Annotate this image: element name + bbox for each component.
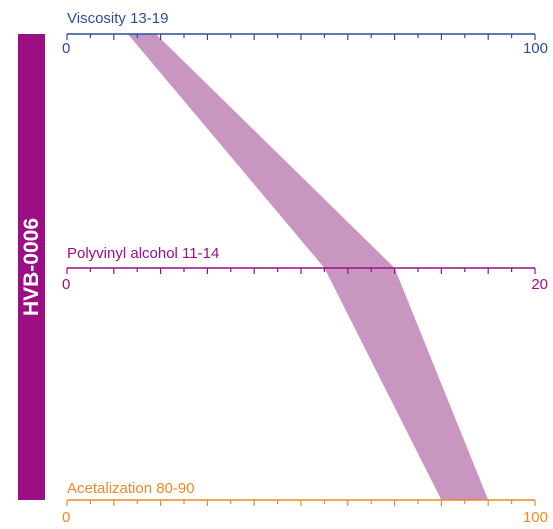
- product-bar: HVB-0006: [18, 34, 45, 500]
- acetalization-axis-max-label: 100: [523, 509, 548, 526]
- polyvinyl-alcohol-axis-min-label: 0: [62, 276, 70, 293]
- polyvinyl-alcohol-axis-title: Polyvinyl alcohol 11-14: [67, 245, 219, 262]
- acetalization-axis: Acetalization 80-90 0 100: [62, 480, 548, 526]
- polyvinyl-alcohol-axis: Polyvinyl alcohol 11-14 0 20: [62, 245, 548, 293]
- viscosity-axis-ticks: [66, 34, 536, 40]
- polyvinyl-alcohol-axis-ticks: [66, 268, 536, 274]
- acetalization-axis-ticks: [66, 500, 536, 506]
- property-range-band: [127, 34, 489, 500]
- viscosity-axis-title: Viscosity 13-19: [67, 10, 168, 27]
- viscosity-axis: Viscosity 13-19 0 100: [62, 10, 548, 57]
- acetalization-axis-title: Acetalization 80-90: [67, 480, 195, 497]
- viscosity-axis-max-label: 100: [523, 40, 548, 57]
- viscosity-axis-min-label: 0: [62, 40, 70, 57]
- acetalization-axis-min-label: 0: [62, 509, 70, 526]
- polyvinyl-alcohol-axis-max-label: 20: [531, 276, 548, 293]
